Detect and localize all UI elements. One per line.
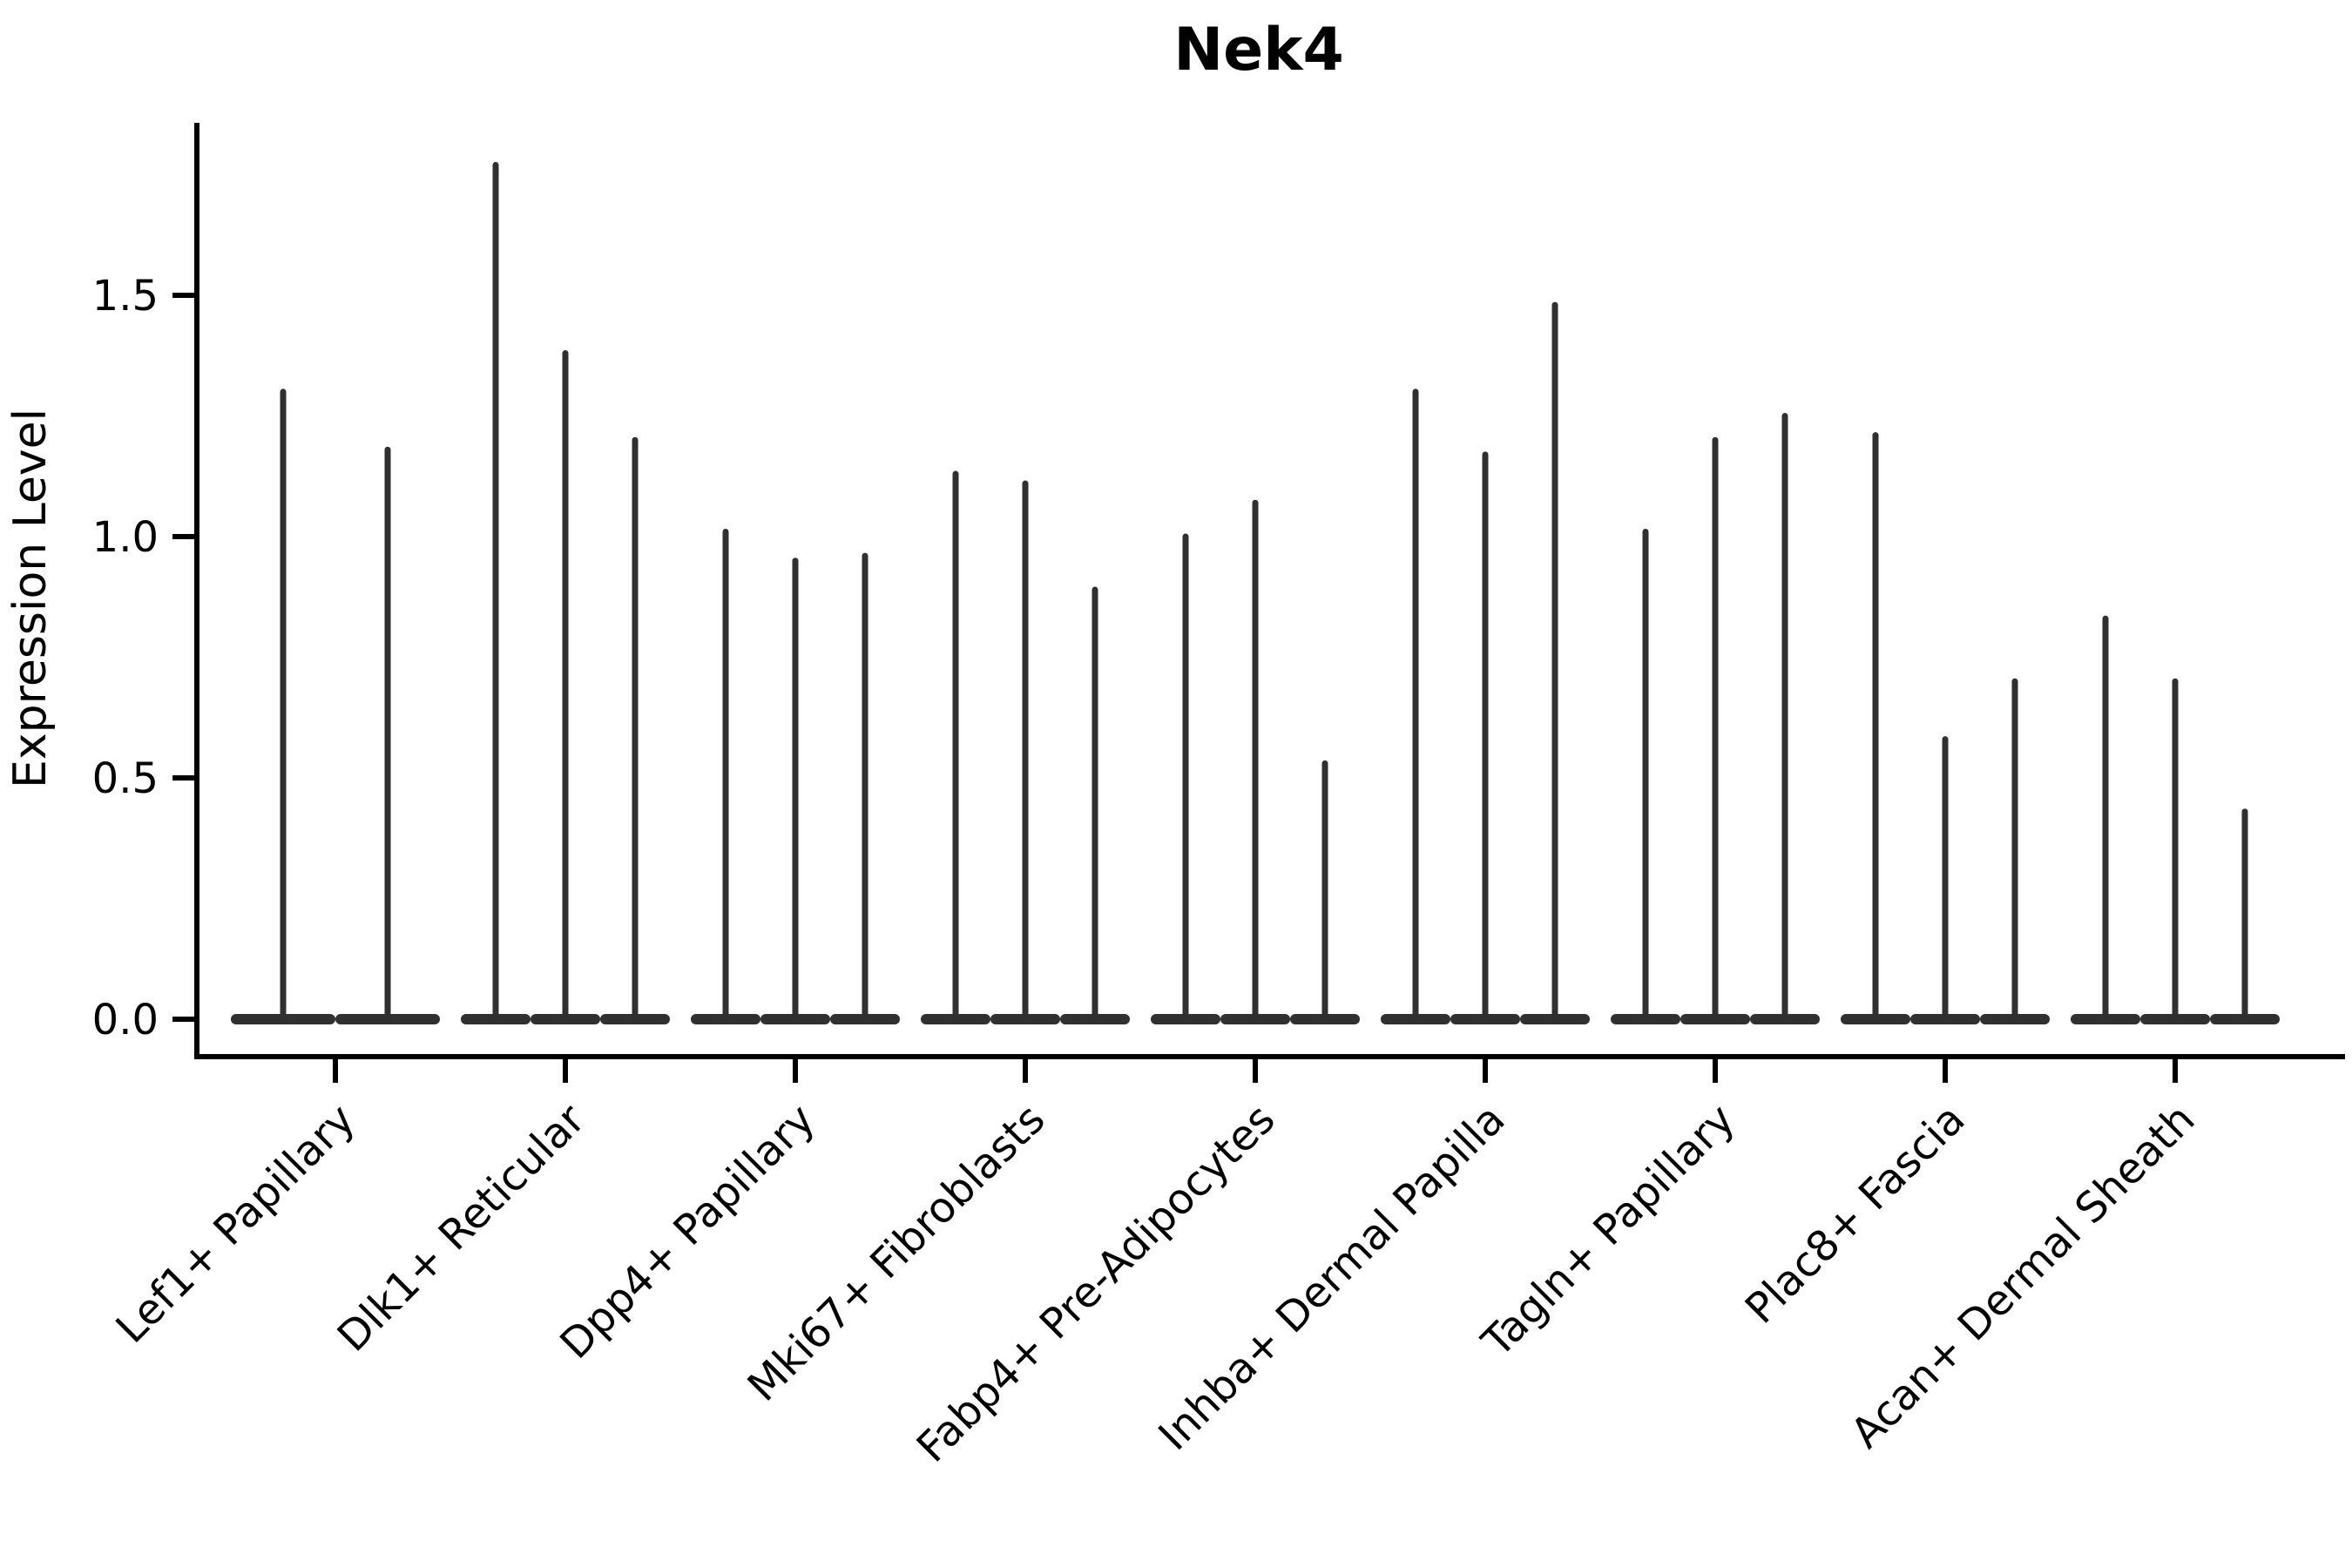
- x-tick-label: Plac8+ Fascia: [1736, 1095, 1975, 1334]
- y-tick-label: 0.0: [92, 996, 159, 1044]
- y-axis-label: Expression Level: [4, 409, 57, 788]
- y-tick-label: 0.5: [92, 754, 159, 803]
- x-tick-label: Lef1+ Papillary: [107, 1095, 365, 1353]
- y-tick-label: 1.0: [92, 513, 159, 562]
- violin-group-9: Acan+ Dermal Sheath: [1842, 615, 2280, 1457]
- violin-group-7: Tagln+ Papillary: [1472, 413, 1820, 1367]
- x-tick-label: Dpp4+ Papillary: [551, 1095, 824, 1369]
- x-tick-label: Tagln+ Papillary: [1472, 1095, 1744, 1367]
- x-tick-label: Dlk1+ Reticular: [328, 1095, 595, 1362]
- violin-group-2: Dlk1+ Reticular: [328, 161, 670, 1362]
- violin-group-3: Dpp4+ Papillary: [551, 528, 900, 1369]
- chart-title: Nek4: [1173, 16, 1344, 84]
- y-tick-label: 1.5: [92, 272, 159, 321]
